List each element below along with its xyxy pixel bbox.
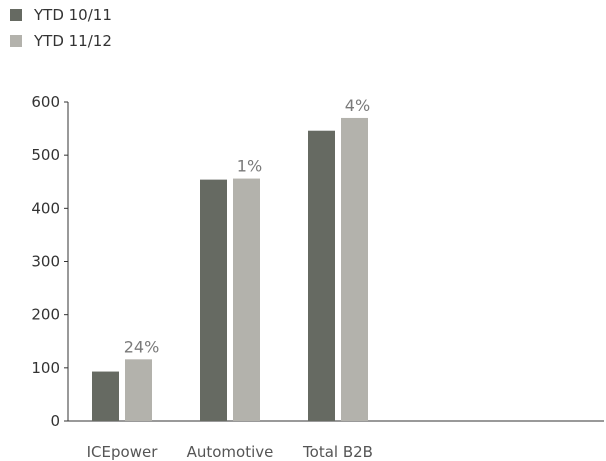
x-category-label: Automotive — [187, 443, 274, 461]
bars — [92, 117, 368, 421]
x-category-label: ICEpower — [87, 443, 159, 461]
bar-automotive-series-2 — [233, 178, 260, 421]
bar-automotive-series-1 — [200, 179, 227, 421]
change-percent-label: 24% — [124, 337, 160, 356]
bar-icepower-series-1 — [92, 371, 119, 421]
x-category-label: Total B2B — [302, 443, 373, 461]
y-tick-label: 100 — [31, 359, 60, 377]
y-tick-label: 500 — [31, 146, 60, 164]
x-axis: ICEpower Automotive Total B2B — [68, 420, 604, 461]
legend-swatch-1 — [10, 9, 22, 21]
change-percent-label: 4% — [345, 96, 370, 115]
legend-label-1: YTD 10/11 — [33, 6, 112, 24]
legend-swatch-2 — [10, 35, 22, 47]
y-tick-label: 200 — [31, 306, 60, 324]
bar-icepower-series-2 — [125, 359, 152, 421]
y-axis: 0 100 200 300 400 500 600 — [31, 93, 69, 430]
bar-total-b2b-series-2 — [341, 117, 368, 421]
legend: YTD 10/11 YTD 11/12 — [10, 6, 112, 50]
y-tick-label: 600 — [31, 93, 60, 111]
y-tick-label: 400 — [31, 199, 60, 217]
annotations: 24% 1% 4% — [124, 96, 370, 356]
bar-total-b2b-series-1 — [308, 130, 335, 421]
y-tick-label: 300 — [31, 253, 60, 271]
y-tick-label: 0 — [50, 412, 60, 430]
change-percent-label: 1% — [237, 157, 262, 176]
legend-label-2: YTD 11/12 — [33, 32, 112, 50]
